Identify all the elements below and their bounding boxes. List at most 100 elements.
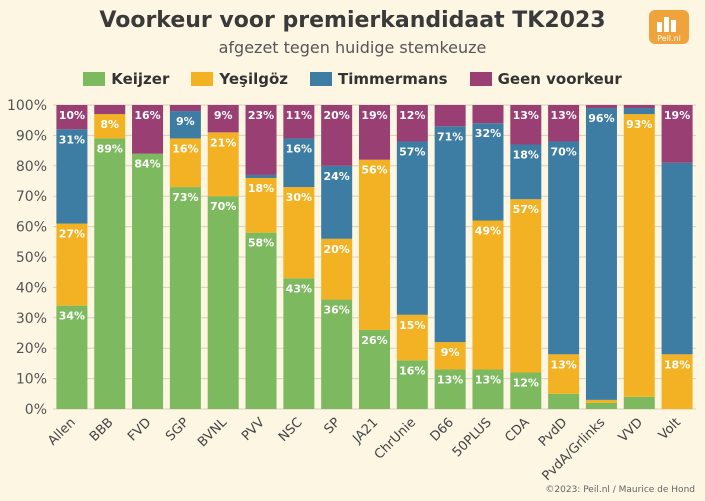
bar-segment bbox=[472, 369, 504, 409]
legend-item-keijzer: Keijzer bbox=[83, 70, 169, 88]
x-tick-label: PvdD bbox=[536, 415, 571, 450]
data-label: 56% bbox=[361, 164, 387, 177]
data-label: 70% bbox=[550, 145, 576, 158]
bar-segment bbox=[207, 132, 239, 197]
legend-swatch-geen-voorkeur bbox=[469, 72, 492, 86]
y-tick-label: 40% bbox=[16, 280, 47, 296]
legend-swatch-keijzer bbox=[83, 72, 106, 86]
bar-segment bbox=[548, 393, 580, 409]
bar-segment bbox=[623, 108, 655, 115]
bar-segment bbox=[396, 360, 428, 409]
legend-label-timmermans: Timmermans bbox=[338, 70, 448, 88]
data-label: 36% bbox=[324, 304, 350, 317]
legend-label-geen-voorkeur: Geen voorkeur bbox=[497, 70, 622, 88]
bar-segment bbox=[321, 299, 353, 409]
data-label: 18% bbox=[513, 149, 539, 162]
x-tick-label: BBB bbox=[87, 415, 117, 445]
legend-item-geen-voorkeur: Geen voorkeur bbox=[469, 70, 622, 88]
bar-segment bbox=[548, 105, 580, 142]
data-label: 9% bbox=[176, 115, 195, 128]
bar-segment bbox=[169, 138, 201, 188]
data-label: 19% bbox=[664, 109, 690, 122]
bar-segment bbox=[510, 144, 542, 200]
bar-segment bbox=[548, 354, 580, 394]
data-label: 13% bbox=[475, 373, 501, 386]
legend-swatch-timmermans bbox=[310, 72, 333, 86]
x-tick-label: SP bbox=[322, 415, 344, 437]
bar-segment bbox=[661, 105, 693, 163]
bar-segment bbox=[434, 369, 466, 409]
x-tick-label: Allen bbox=[45, 415, 78, 448]
bar-segment bbox=[434, 105, 466, 127]
x-tick-label: FVD bbox=[125, 415, 154, 444]
data-label: 11% bbox=[286, 109, 312, 122]
logo-text: Peil.nl bbox=[657, 34, 681, 43]
data-label: 9% bbox=[441, 346, 460, 359]
bar-segment bbox=[396, 141, 428, 315]
bar-segment bbox=[510, 372, 542, 409]
chart-subtitle: afgezet tegen huidige stemkeuze bbox=[218, 38, 487, 57]
bar-segment bbox=[207, 196, 239, 409]
x-tick-label: 50PLUS bbox=[450, 415, 495, 460]
bar-segment bbox=[94, 114, 126, 139]
y-tick-label: 100% bbox=[7, 98, 47, 114]
x-tick-label: SGP bbox=[163, 415, 192, 444]
bar-segment bbox=[321, 105, 353, 166]
data-label: 9% bbox=[214, 109, 233, 122]
bar-segment bbox=[472, 220, 504, 370]
bar-segment bbox=[472, 123, 504, 221]
data-label: 57% bbox=[513, 203, 539, 216]
data-label: 73% bbox=[172, 191, 198, 204]
bar-segment bbox=[169, 111, 201, 139]
peil-logo: Peil.nl bbox=[647, 8, 693, 48]
data-label: 13% bbox=[437, 373, 463, 386]
data-label: 20% bbox=[324, 109, 350, 122]
data-label: 16% bbox=[172, 142, 198, 155]
x-tick-label: D66 bbox=[428, 415, 457, 444]
data-label: 13% bbox=[513, 109, 539, 122]
y-tick-label: 50% bbox=[16, 250, 47, 266]
bar-segment bbox=[283, 187, 315, 279]
x-tick-label: CDA bbox=[502, 415, 532, 445]
x-tick-label: ChrUnie bbox=[372, 415, 419, 462]
bar-segment bbox=[207, 105, 239, 133]
bar-segment bbox=[358, 105, 391, 160]
bar-segment bbox=[283, 278, 315, 409]
data-label: 93% bbox=[626, 118, 652, 131]
x-tick-label: VVD bbox=[616, 415, 646, 445]
credit-text: ©2023: Peil.nl / Maurice de Hond bbox=[545, 485, 695, 495]
data-label: 12% bbox=[399, 109, 425, 122]
bar-segment bbox=[94, 105, 126, 115]
bar-segment bbox=[472, 105, 504, 124]
x-tick-label: BVNL bbox=[195, 415, 230, 450]
data-label: 16% bbox=[399, 364, 425, 377]
data-label: 18% bbox=[664, 358, 690, 371]
legend: Keijzer Yeşilgöz Timmermans Geen voorkeu… bbox=[0, 70, 705, 88]
legend-label-keijzer: Keijzer bbox=[111, 70, 170, 88]
bar-segment bbox=[245, 177, 277, 233]
bar-segment bbox=[56, 223, 88, 306]
data-label: 70% bbox=[210, 200, 236, 213]
bar-segment bbox=[623, 114, 655, 397]
bar-segment bbox=[283, 105, 315, 139]
bar-segment bbox=[510, 199, 542, 373]
data-label: 31% bbox=[59, 133, 85, 146]
data-label: 13% bbox=[550, 109, 576, 122]
bar-segment bbox=[56, 105, 88, 130]
bar-segment bbox=[585, 402, 617, 409]
y-tick-label: 90% bbox=[16, 128, 47, 144]
bar-segment bbox=[661, 354, 693, 409]
bar-segment bbox=[510, 105, 542, 145]
data-label: 13% bbox=[550, 358, 576, 371]
bar-segment bbox=[396, 314, 428, 361]
data-label: 27% bbox=[59, 228, 85, 241]
bar-segment bbox=[132, 105, 164, 154]
bar-segment bbox=[661, 162, 693, 355]
bar-segment bbox=[245, 105, 277, 175]
bar-segment bbox=[548, 141, 580, 355]
x-tick-label: NSC bbox=[276, 415, 306, 445]
x-tick-label: Volt bbox=[656, 415, 684, 443]
legend-swatch-yesilgoz bbox=[191, 72, 214, 86]
data-label: 20% bbox=[324, 243, 350, 256]
